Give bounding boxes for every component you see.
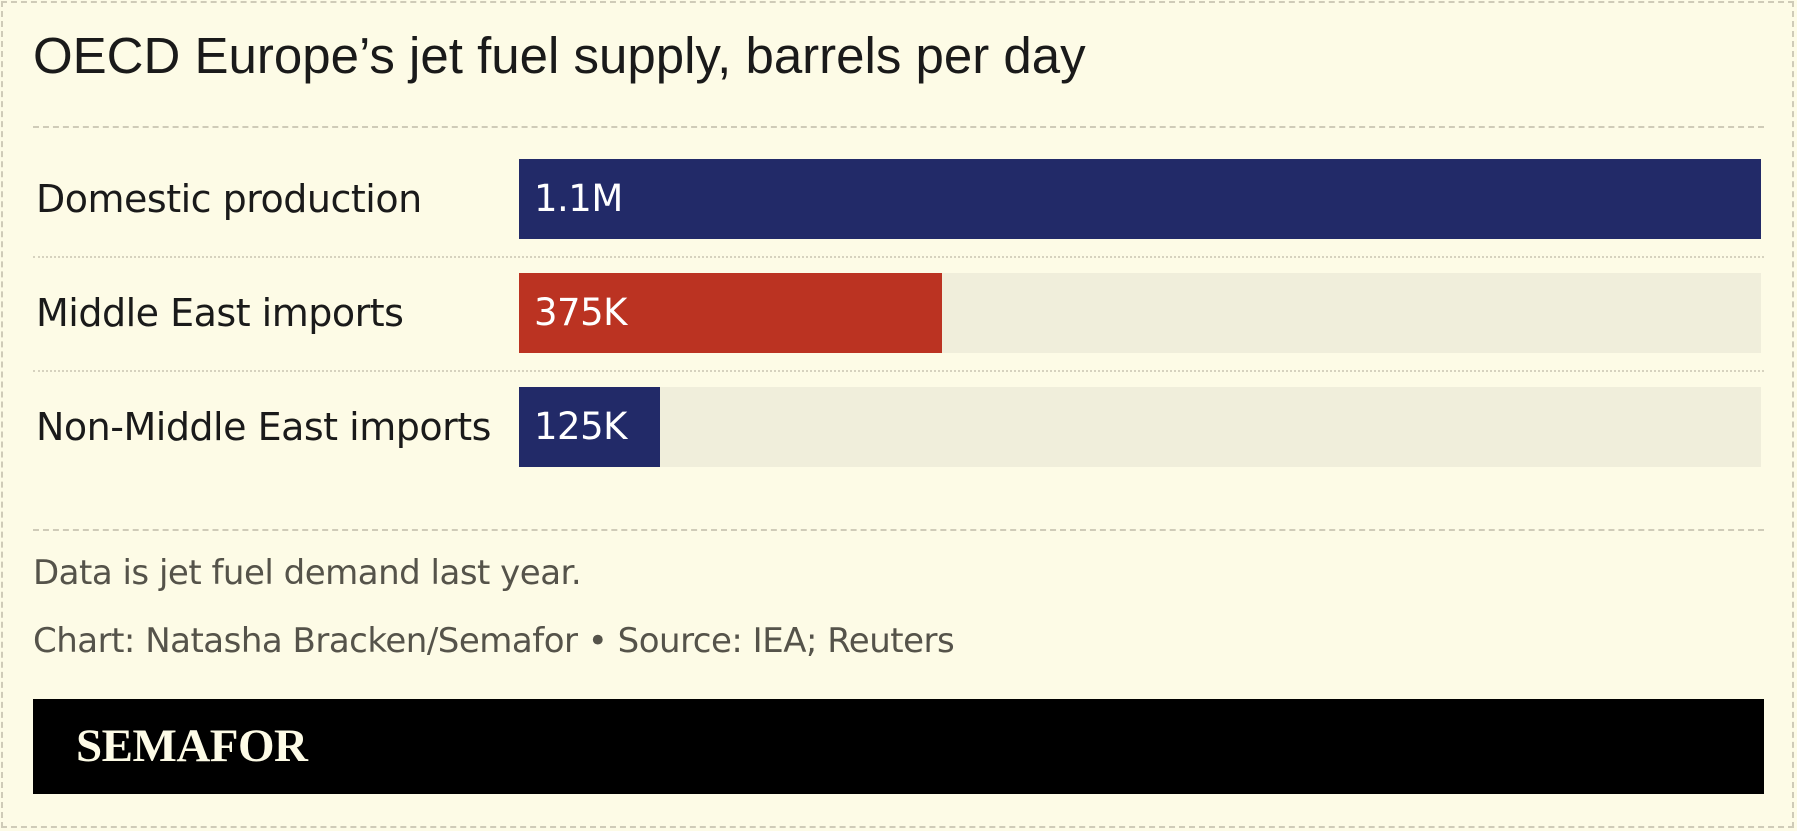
bar-track: 375K (519, 273, 1761, 353)
category-label: Middle East imports (36, 291, 404, 335)
bar (519, 273, 942, 353)
category-label: Non-Middle East imports (36, 405, 491, 449)
bar-value-label: 125K (534, 405, 627, 448)
bar-value-label: 375K (534, 291, 627, 334)
bar-track: 125K (519, 387, 1761, 467)
bar (519, 159, 1761, 239)
chart-credit: Chart: Natasha Bracken/Semafor • Source:… (33, 621, 955, 661)
brand-bar: SEMAFOR (33, 699, 1764, 794)
header-divider (33, 126, 1764, 128)
category-label: Domestic production (36, 177, 422, 221)
footer-divider (33, 529, 1764, 531)
row-separator (33, 370, 1764, 372)
chart-title: OECD Europe’s jet fuel supply, barrels p… (33, 27, 1086, 84)
semafor-logo: SEMAFOR (76, 720, 308, 772)
bar-track: 1.1M (519, 159, 1761, 239)
chart-note: Data is jet fuel demand last year. (33, 553, 582, 593)
bar (519, 387, 660, 467)
bar-value-label: 1.1M (534, 177, 623, 220)
row-separator (33, 256, 1764, 258)
